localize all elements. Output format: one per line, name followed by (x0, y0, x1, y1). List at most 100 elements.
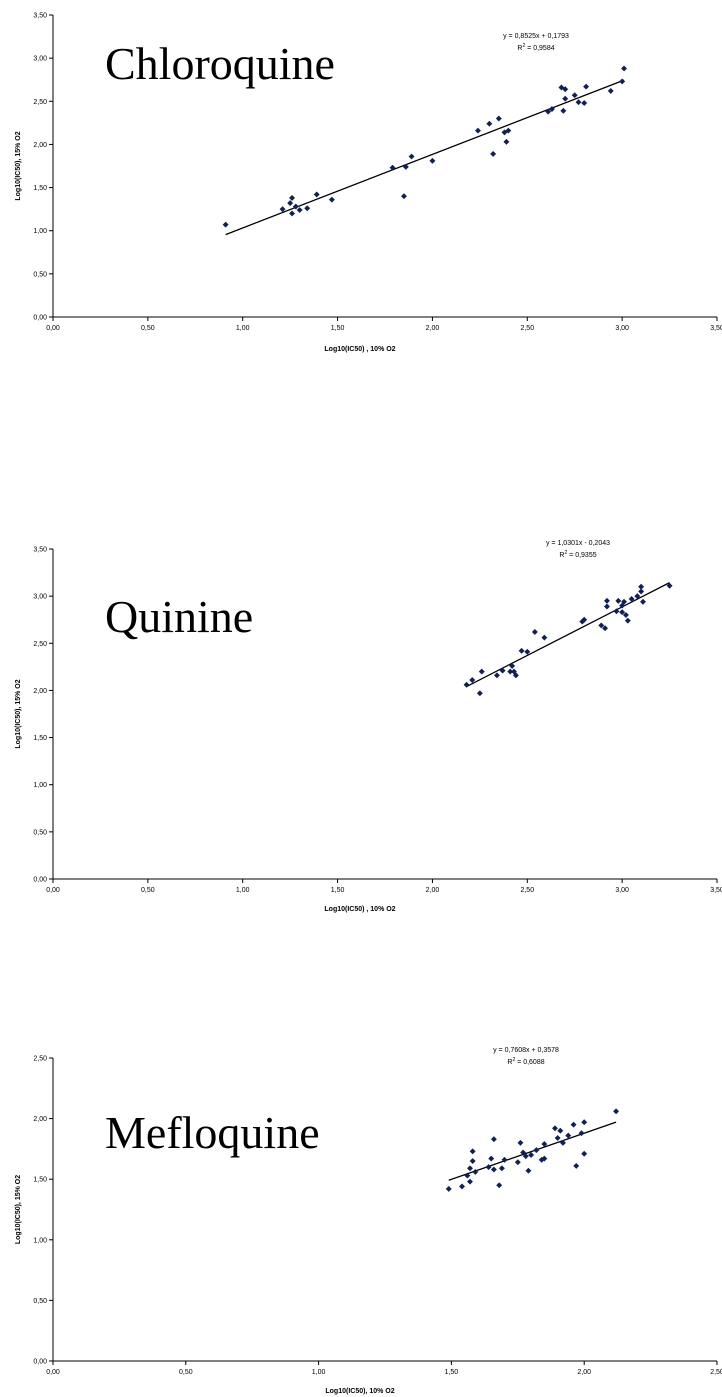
chart1-data-point (304, 205, 311, 212)
chart3-data-point (488, 1155, 495, 1162)
chart2-data-point (476, 690, 483, 697)
chart1-data-point (292, 203, 299, 210)
chart2-data-point (602, 625, 609, 632)
chart1-data-point (548, 106, 555, 113)
chart2-data-point (541, 634, 548, 641)
chart3-data-point (520, 1149, 527, 1156)
chart3-x-tick-label: 2,00 (577, 1369, 591, 1376)
chart1-data-point (313, 191, 320, 198)
chart3-x-tick-label: 2,50 (710, 1369, 722, 1376)
chart2-data-point (499, 667, 506, 674)
chart3-y-tick-label: 2,00 (33, 1116, 47, 1123)
chart3-data-point (466, 1165, 474, 1172)
chart3-equation: y = 0,7608x + 0,3578 (493, 1047, 559, 1054)
chart1-data-point (581, 99, 588, 107)
chart3-data-point (581, 1150, 588, 1157)
chart1-data-point (607, 87, 614, 94)
chart3-data-point (559, 1139, 566, 1146)
chart1-data-point (429, 157, 436, 164)
chart1-data-point (289, 210, 296, 217)
chart2-trendline (466, 582, 670, 688)
chart3-data-point (557, 1127, 564, 1134)
chart2-data-point (622, 611, 629, 619)
chart1-equation: y = 0,8525x + 0,1793 (503, 33, 569, 40)
chart1-trendline (225, 79, 625, 236)
chart2-data-point (639, 598, 647, 605)
chart1-data-point (279, 206, 286, 213)
chart3-data-point (469, 1158, 476, 1165)
chart1-data-point (562, 95, 569, 102)
chart1-data-point (400, 193, 407, 200)
chart2-data-point (603, 597, 610, 604)
chart3-data-point (498, 1165, 505, 1172)
chart2-data-point (613, 608, 620, 615)
chart3-data-point (525, 1167, 532, 1174)
chart2-data-point (478, 668, 485, 675)
chart1-data-point (571, 92, 578, 99)
chart2-x-tick-label: 3,50 (710, 887, 722, 894)
chart3-data-point (533, 1147, 540, 1154)
chart2-data-point (531, 628, 538, 635)
chart2-data-point (512, 672, 519, 679)
chart3-data-point (570, 1121, 577, 1128)
chart2-x-tick-label: 2,50 (520, 887, 534, 894)
chart1-data-point (495, 115, 502, 122)
chart1-title: Chloroquine (105, 38, 335, 89)
chart1-x-tick-label: 0,00 (46, 325, 60, 332)
chart1-x-tick-label: 1,00 (236, 325, 250, 332)
chart2-y-tick-label: 0,50 (33, 829, 47, 836)
chart1-data-point (289, 194, 296, 201)
chart3-y-axis-label: Log10(IC50), 15% O2 (15, 1175, 22, 1244)
chart3-x-tick-label: 1,50 (445, 1369, 459, 1376)
chart2-y-tick-label: 1,00 (33, 782, 47, 789)
chart2-data-point (603, 603, 610, 610)
chart3-y-tick-label: 1,00 (33, 1237, 47, 1244)
chart3-data-point (578, 1130, 585, 1137)
chart3-data-point (485, 1164, 492, 1171)
chart3-data-point (469, 1148, 476, 1155)
chart1-x-tick-label: 2,00 (426, 325, 440, 332)
chart2-x-tick-label: 1,00 (236, 887, 250, 894)
chart2-x-tick-label: 3,00 (615, 887, 629, 894)
chart2-x-tick-label: 1,50 (331, 887, 345, 894)
chart2-x-tick-label: 0,00 (46, 887, 60, 894)
chart2-data-point (621, 598, 628, 605)
chart1-data-point (621, 65, 628, 72)
chart2-y-tick-label: 3,50 (33, 547, 47, 554)
chart1-data-point (389, 164, 396, 171)
chart1-x-axis-label: Log10(IC50) , 10% O2 (324, 346, 395, 353)
chart3-data-point (551, 1125, 558, 1132)
chart1-y-tick-label: 0,50 (33, 271, 47, 278)
chart3-data-point (472, 1168, 479, 1175)
chart3-x-axis-label: Log10(IC50), 10% O2 (325, 1388, 394, 1395)
chart2-data-point (581, 616, 588, 623)
chart2-data-point (638, 583, 645, 590)
chart1-data-point (490, 150, 497, 157)
chart1-data-point (575, 99, 582, 106)
chart2-data-point (493, 672, 500, 679)
chart3-data-point (445, 1185, 452, 1192)
chart3-data-point (496, 1182, 503, 1189)
chart1-data-point (408, 153, 415, 160)
chart3-data-point (466, 1178, 474, 1185)
chart1-data-point (545, 108, 552, 115)
chart2-data-point (666, 582, 673, 589)
chart1-y-tick-label: 3,00 (33, 56, 47, 63)
chart1-data-point (486, 120, 493, 127)
chart2-equation: y = 1,0301x - 0,2043 (546, 540, 610, 547)
chart2-data-point (624, 617, 631, 624)
chart2-data-point (634, 593, 641, 600)
chart1-data-point (560, 107, 567, 114)
chart3-y-tick-label: 0,50 (33, 1298, 47, 1305)
chart2-x-tick-label: 2,00 (426, 887, 440, 894)
chart2-data-point (524, 648, 531, 655)
chart2-data-point (463, 681, 470, 688)
chart1-data-point (402, 163, 409, 170)
chart3-data-point (501, 1156, 508, 1163)
chart2-data-point (518, 647, 525, 654)
chart1-data-point (222, 221, 229, 228)
chart3-r-squared: R2 = 0,6088 (507, 1057, 544, 1066)
chart2-data-point (598, 622, 605, 629)
chart1-r-squared: R2 = 0,9584 (517, 43, 554, 52)
chart3-y-tick-label: 1,50 (33, 1177, 47, 1184)
